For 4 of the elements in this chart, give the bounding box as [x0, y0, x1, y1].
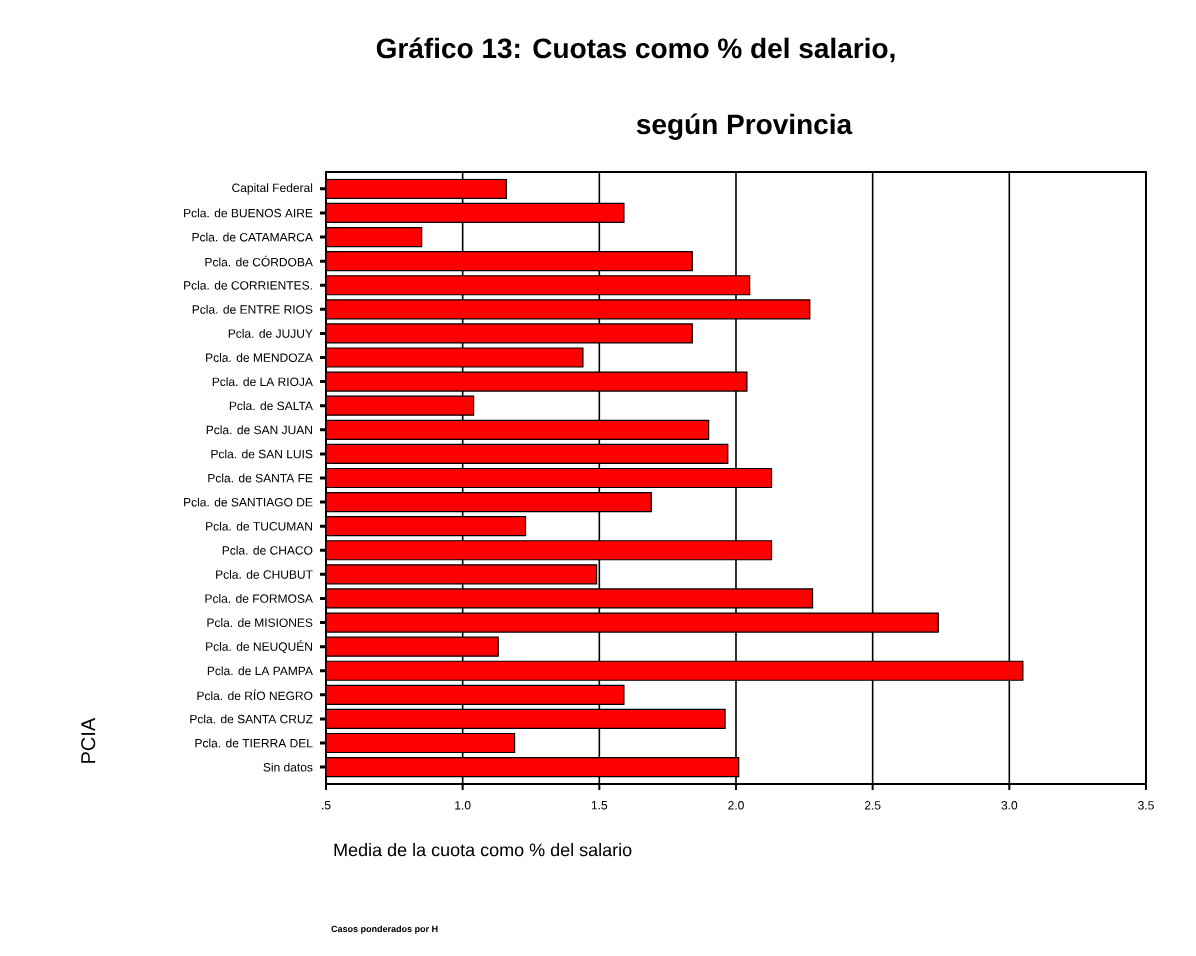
y-axis-title: PCIA: [81, 717, 96, 763]
x-axis-title: Media de la cuota como % del salario: [334, 843, 632, 857]
chart-subtitle: según Provincia: [636, 113, 853, 140]
chart-title: Gráfico 13: Cuotas como % del salario,: [376, 37, 895, 63]
